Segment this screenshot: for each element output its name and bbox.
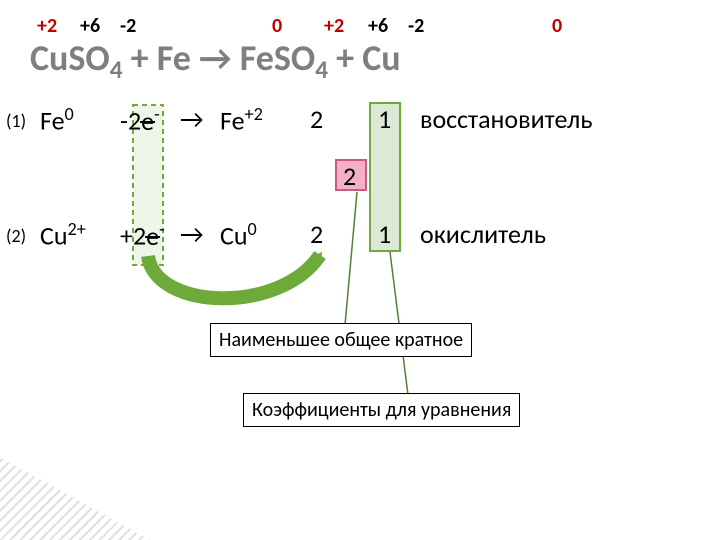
he1-e-sym: e xyxy=(141,105,154,137)
he2-n-electrons: 2 xyxy=(310,218,323,250)
oxstate-cu-left: +2 xyxy=(37,14,57,38)
transfer-arrow xyxy=(148,255,320,298)
he2-role: окислитель xyxy=(420,218,546,250)
he1-reagent: Fe xyxy=(40,105,65,137)
half-equation-2: Cu2+ +2e- → Cu0 2 1 окислитель xyxy=(40,218,700,252)
he1-product-sup: +2 xyxy=(245,103,263,125)
oxstate-o-right: -2 xyxy=(408,14,424,38)
oxstate-s-right: +6 xyxy=(368,14,388,38)
half-equation-1: Fe0 -2e- → Fe+2 2 1 восстановитель xyxy=(40,103,700,137)
he1-n-electrons: 2 xyxy=(310,103,323,135)
line-number-1: (1) xyxy=(6,110,26,132)
he2-reagent-sup: 2+ xyxy=(68,218,86,240)
he1-arrow: → xyxy=(180,103,204,135)
he1-e-sign: - xyxy=(120,105,128,137)
he2-e-sym: e xyxy=(146,220,159,252)
he2-arrow: → xyxy=(180,218,204,250)
lcm-label-box: Наименьшее общее кратное xyxy=(210,323,472,357)
lcm-value: 2 xyxy=(343,160,356,192)
main-equation: CuSO4 + Fe → FeSO4 + Cu xyxy=(30,36,401,85)
oxstate-o-left: -2 xyxy=(120,14,136,38)
he1-role: восстановитель xyxy=(420,103,592,135)
he1-product: Fe xyxy=(220,105,245,137)
he2-product-sup: 0 xyxy=(248,218,257,240)
coef-label-box: Коэффициенты для уравнения xyxy=(243,393,520,427)
oxstate-fe-left: 0 xyxy=(272,14,282,38)
he1-coef: 1 xyxy=(378,103,391,135)
oxstate-s-left: +6 xyxy=(80,14,100,38)
he2-coef: 1 xyxy=(378,218,391,250)
he2-reagent: Cu xyxy=(40,220,68,252)
callout-line-lcm xyxy=(345,192,357,325)
oxidation-states-row: +2 +6 -2 0 +2 +6 -2 0 xyxy=(0,14,720,38)
oxstate-fe-right: +2 xyxy=(324,14,344,38)
line-number-2: (2) xyxy=(6,225,26,247)
he1-reagent-sup: 0 xyxy=(65,103,74,125)
he2-product: Cu xyxy=(220,220,248,252)
he2-e-sign: + xyxy=(120,220,133,252)
oxstate-cu-right: 0 xyxy=(552,14,562,38)
